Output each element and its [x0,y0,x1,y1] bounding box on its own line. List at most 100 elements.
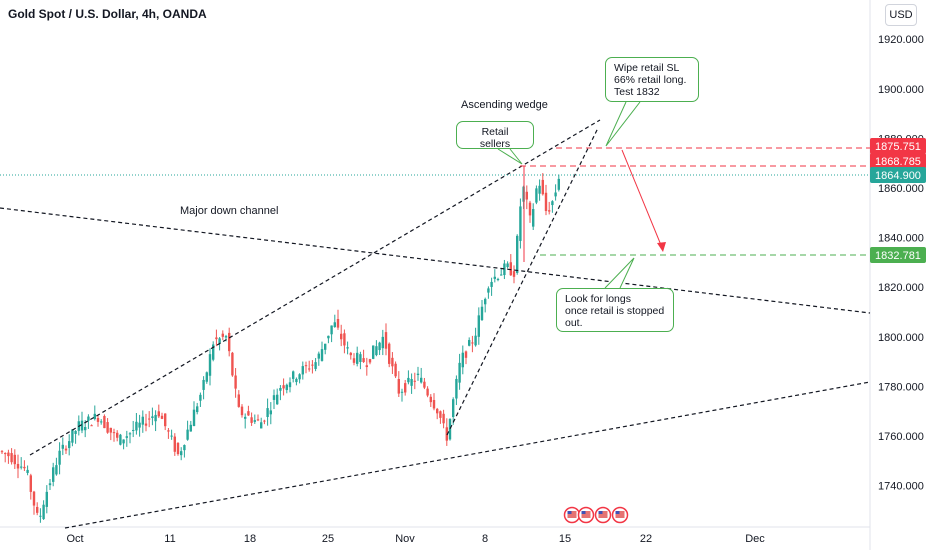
candle [541,179,544,195]
x-tick-label: Oct [66,533,83,545]
candle [164,413,167,427]
candle [260,422,263,429]
candle [416,373,420,376]
candle [180,451,183,456]
candle [333,322,336,328]
candle [519,206,522,241]
candle [135,421,138,431]
retail-sellers-pointer [497,148,523,165]
candle [221,333,224,337]
candle [525,191,528,200]
candle [154,414,157,422]
candle [375,346,378,356]
candle [244,416,247,419]
candle [132,429,135,431]
candle [52,467,55,482]
candle [189,424,192,432]
candle [42,504,45,520]
candle [432,399,436,409]
candle [122,439,125,444]
ascending-wedge-label: Ascending wedge [461,99,548,111]
candle [4,453,7,455]
price-label-box [870,138,926,154]
candle [13,454,16,465]
y-tick-label: 1860.000 [878,183,924,195]
candle [144,423,148,426]
candle [528,202,532,216]
candle [20,466,23,468]
candle [141,416,144,425]
candle [112,432,116,434]
candle [538,185,541,194]
candle [61,444,64,449]
candle [157,411,160,417]
candle [266,408,269,417]
candle [346,347,349,349]
candle [439,411,442,418]
candle [0,451,4,453]
price-label-box [870,247,926,263]
candle [74,430,77,434]
candle [202,379,205,390]
candle [167,430,170,432]
wipe-retail-pointer [605,101,641,147]
candle [93,413,96,420]
candle [218,338,221,344]
candle [292,371,295,379]
candle [407,377,410,383]
event-flag-icon [567,511,577,518]
candle [327,335,330,339]
candle [551,201,554,206]
candle [544,192,548,212]
currency-button[interactable]: USD [885,4,917,26]
wedge-upper-line [29,119,601,456]
candle [151,416,154,419]
candle [87,416,90,421]
candle [362,358,365,363]
candle [548,210,551,212]
candle [448,418,452,440]
candle [240,406,244,416]
candle [500,274,503,276]
candle [295,378,298,383]
candle [336,319,340,328]
x-tick-label: 11 [164,533,175,545]
candle [455,378,458,399]
candle [532,209,535,227]
candle [285,384,288,391]
candle [381,336,384,349]
candle [487,288,490,293]
candle [199,394,202,401]
x-tick-label: Nov [395,533,415,545]
event-flag-icon [598,511,603,514]
candle [452,399,455,418]
candle [445,427,448,441]
price-label-box [870,167,926,183]
candle [554,192,557,197]
candle [170,435,173,437]
candle [420,377,423,383]
candle [359,354,362,362]
candle [256,419,260,421]
candle [26,469,29,473]
look-for-longs-callout: Look for longs once retail is stopped ou… [556,288,674,332]
candle [356,352,359,364]
target-arrow-line [621,149,664,251]
event-flag-icon [615,511,625,518]
x-tick-label: 22 [640,533,652,545]
candle [205,372,208,382]
candle [45,491,48,507]
x-tick-label: 25 [322,533,334,545]
candle [253,420,256,422]
price-label-text: 1832.781 [875,250,921,262]
candle [208,354,212,376]
candle [506,263,509,268]
candle [276,394,279,405]
chart-title: Gold Spot / U.S. Dollar, 4h, OANDA [8,7,207,21]
candle [394,363,397,377]
candle [215,337,218,340]
wipe-retail-callout: Wipe retail SL 66% retail long. Test 183… [605,57,699,102]
retail-sellers-callout: Retail sellers [456,121,534,150]
candle [493,276,496,279]
